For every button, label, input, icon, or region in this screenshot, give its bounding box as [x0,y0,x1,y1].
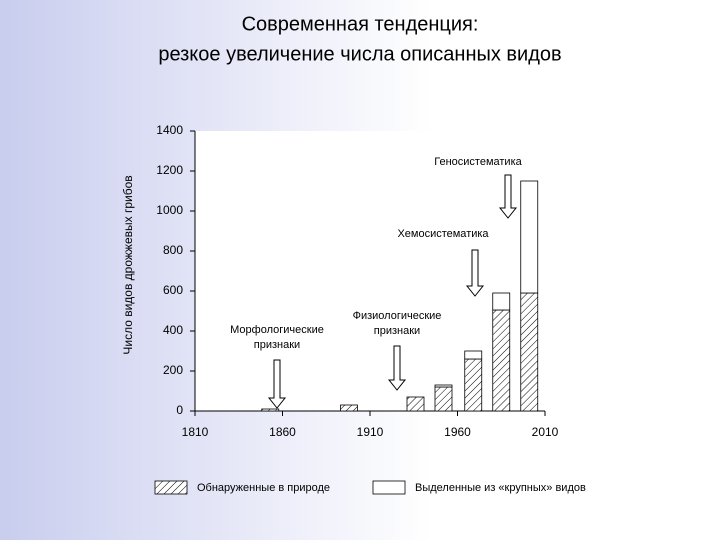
annotation-arrow [465,249,485,297]
bar-segment [464,358,483,412]
y-tick-label: 1000 [156,203,183,217]
bar-segment [464,350,483,360]
annotation-arrow [498,174,518,219]
y-tick-label: 800 [163,243,183,257]
x-tick-label: 1960 [444,425,471,439]
annotation: признаки [374,325,420,337]
annotation-arrow [387,345,407,391]
annotation: Морфологические [230,324,324,336]
bar-segment [340,404,358,412]
x-tick-label: 1860 [269,425,296,439]
x-tick-label: 1910 [357,425,384,439]
chart-title: резкое увеличение числа описанных видов [158,43,561,65]
legend-label: Выделенные из «крупных» видов [415,482,586,494]
annotation: Геносистематика [434,156,522,168]
bar-segment [434,384,453,388]
y-tick-label: 200 [163,363,183,377]
annotation-arrow [267,359,287,409]
annotation: признаки [254,339,300,351]
y-tick-label: 1400 [156,123,183,137]
bar-segment [492,292,511,311]
bar-segment [520,292,539,412]
legend-swatch [372,480,406,495]
annotation: Физиологические [353,310,442,322]
y-tick-label: 1200 [156,163,183,177]
bar-segment [406,396,425,412]
legend-swatch [154,480,188,495]
y-tick-label: 600 [163,283,183,297]
x-tick-label: 2010 [532,425,559,439]
bar-segment [434,386,453,412]
annotation: Хемосистематика [397,228,489,240]
bar-segment [520,180,539,294]
legend-label: Обнаруженные в природе [197,482,330,494]
chart-title: Современная тенденция: [242,13,479,35]
y-tick-label: 400 [163,323,183,337]
plot-area [195,131,545,411]
bar-segment [492,309,511,412]
y-tick-label: 0 [176,403,183,417]
bar-segment [261,408,280,412]
y-axis-label: Число видов дрожжевых грибов [121,175,135,354]
x-tick-label: 1810 [182,425,209,439]
